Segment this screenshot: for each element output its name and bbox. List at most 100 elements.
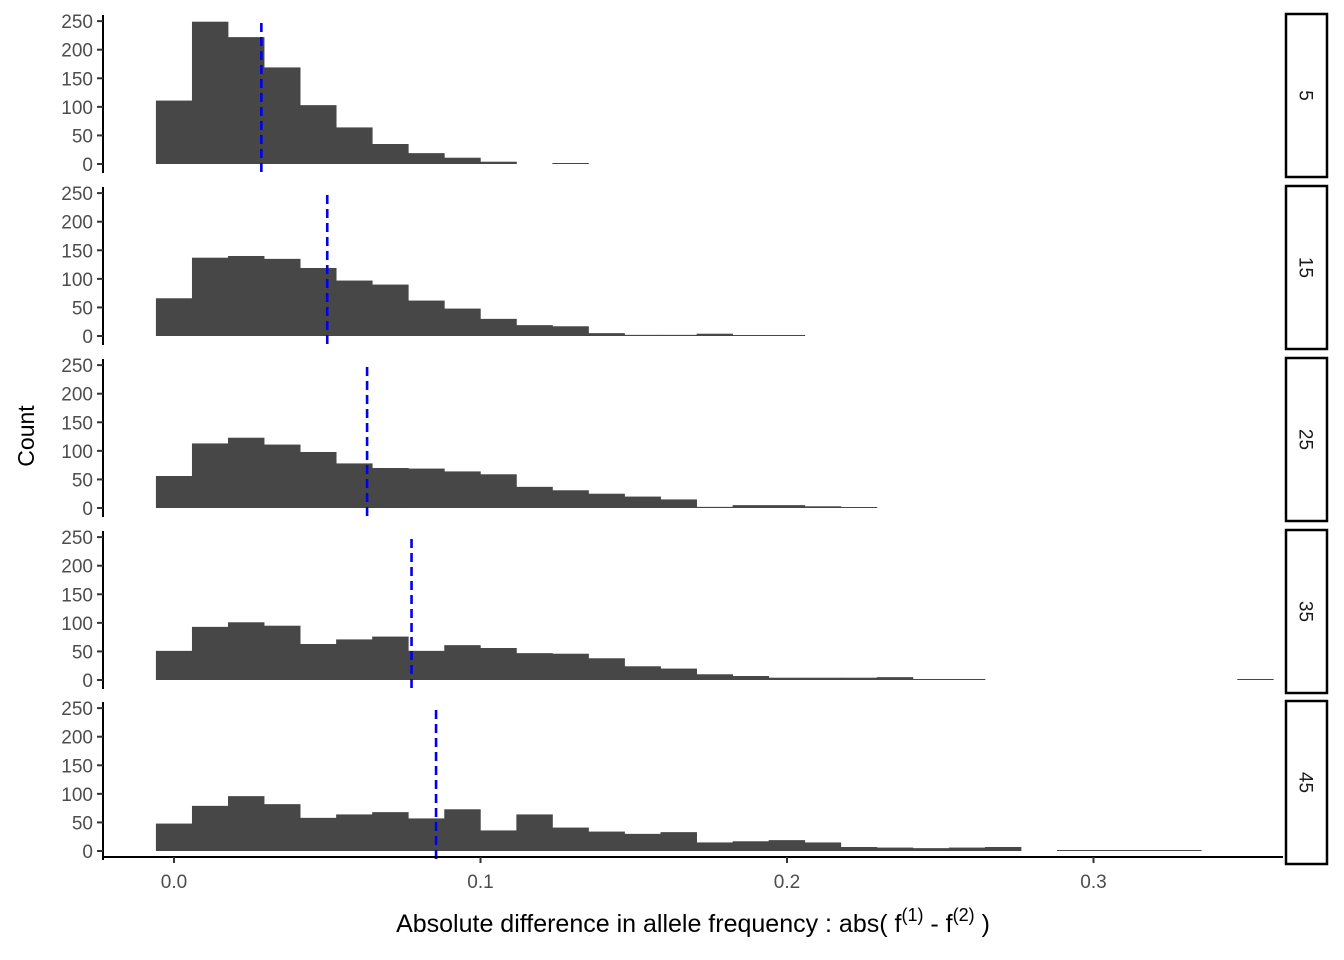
- histogram-bar: [480, 830, 517, 851]
- histogram-bar: [1237, 679, 1274, 680]
- histogram-bar: [1057, 850, 1094, 851]
- histogram-bar: [372, 812, 409, 851]
- histogram-bar: [155, 650, 193, 680]
- histogram-bar: [984, 847, 1022, 851]
- histogram-bar: [300, 267, 337, 336]
- x-axis-title-mid: - f: [923, 910, 952, 938]
- histogram-bar: [768, 505, 806, 508]
- histogram-bar: [444, 471, 481, 508]
- histogram-bar: [372, 284, 409, 336]
- histogram-bar: [155, 298, 193, 336]
- y-tick-label: 50: [72, 126, 93, 147]
- histogram-bar: [480, 161, 517, 164]
- histogram-bar: [336, 639, 373, 680]
- x-axis-title-sup2: (2): [953, 905, 975, 925]
- facet-strip-label: 35: [1295, 601, 1316, 622]
- histogram-bar: [552, 490, 589, 508]
- x-axis-title-main: Absolute difference in allele frequency …: [396, 910, 901, 938]
- histogram-bar: [732, 505, 770, 508]
- histogram-bar: [768, 840, 806, 851]
- y-tick-label: 100: [61, 270, 93, 291]
- y-axis-title: Count: [13, 405, 39, 467]
- histogram-bar: [155, 100, 193, 164]
- histogram-bar: [552, 827, 589, 851]
- histogram-bar: [228, 255, 265, 336]
- facet-panel-45: 0 50 100 150 200 250 45: [61, 699, 1329, 866]
- facet-panels: 0501001502002505050100150200250150501001…: [61, 12, 1329, 866]
- histogram-bar: [588, 493, 625, 508]
- histogram-bar: [372, 144, 409, 164]
- histogram-bar: [804, 842, 842, 851]
- facet-strip: [1284, 356, 1329, 523]
- histogram-bar: [300, 451, 337, 508]
- x-axis-title-sup1: (1): [901, 905, 923, 925]
- y-tick-label: 200: [61, 557, 93, 578]
- histogram-bar: [480, 318, 517, 336]
- y-tick-label: 150: [61, 69, 93, 90]
- histogram-bar: [840, 847, 878, 851]
- facet-strip: [1284, 184, 1329, 351]
- histogram-bar: [732, 676, 770, 680]
- y-tick-label: 0: [82, 155, 93, 176]
- facet-strip: [1284, 528, 1329, 695]
- y-tick-label: 0: [82, 327, 93, 348]
- facet-strip: [1284, 699, 1329, 866]
- facet-strip-label: 45: [1295, 772, 1316, 793]
- histogram-bar: [588, 658, 625, 680]
- histogram-bar: [191, 805, 229, 851]
- histogram-bar: [191, 443, 229, 508]
- y-tick-label: 200: [61, 728, 93, 749]
- histogram-bar: [624, 666, 661, 680]
- facet-panel-15: 0 50 100 150 200 250 15: [61, 184, 1329, 351]
- histogram-bar: [300, 644, 337, 680]
- histogram-bar: [588, 831, 625, 851]
- histogram-bar: [516, 814, 553, 851]
- y-tick-label: 200: [61, 385, 93, 406]
- histogram-bar: [264, 67, 301, 164]
- histogram-bar: [191, 626, 229, 680]
- facet-strip-label: 15: [1295, 257, 1316, 278]
- histogram-bar: [264, 804, 301, 851]
- histogram-bar: [372, 468, 409, 509]
- y-tick-label: 50: [72, 813, 93, 834]
- histogram-bar: [696, 333, 734, 336]
- histogram-bar: [768, 335, 806, 336]
- histogram-bar: [300, 817, 337, 851]
- histogram-bar: [1165, 850, 1202, 851]
- histogram-bar: [444, 645, 481, 680]
- facet-strip-label: 25: [1295, 429, 1316, 450]
- histogram-bar: [264, 444, 301, 508]
- histogram-bar: [876, 847, 914, 851]
- histogram-bar: [336, 814, 373, 851]
- histogram-bar: [696, 506, 734, 508]
- histogram-bar: [516, 486, 553, 508]
- histogram-bar: [1129, 850, 1166, 851]
- histogram-bar: [336, 127, 373, 164]
- histogram-bar: [552, 163, 589, 164]
- histogram-bar: [660, 334, 697, 336]
- histogram-bar: [480, 474, 517, 508]
- histogram-bar: [624, 496, 661, 508]
- histogram-bar: [696, 674, 734, 680]
- histogram-bar: [552, 653, 589, 680]
- y-tick-label: 150: [61, 756, 93, 777]
- x-axis-title: Absolute difference in allele frequency …: [396, 905, 990, 938]
- y-tick-label: 50: [72, 642, 93, 663]
- histogram-bar: [408, 650, 445, 680]
- histogram-bar: [660, 668, 697, 680]
- histogram-bar: [912, 679, 950, 680]
- y-tick-label: 250: [61, 528, 93, 549]
- x-tick-label: 0.2: [774, 872, 800, 893]
- histogram-bar: [840, 677, 878, 680]
- histogram-bar: [300, 105, 337, 164]
- x-tick-label: 0.1: [467, 872, 493, 893]
- histogram-bar: [191, 21, 229, 165]
- histogram-bar: [444, 809, 481, 851]
- histogram-bar: [660, 499, 697, 508]
- histogram-bar: [444, 308, 481, 336]
- y-tick-label: 200: [61, 41, 93, 62]
- x-axis: 0.0 0.1 0.2 0.3: [103, 856, 1283, 893]
- histogram-bar: [948, 847, 986, 851]
- y-tick-label: 200: [61, 213, 93, 234]
